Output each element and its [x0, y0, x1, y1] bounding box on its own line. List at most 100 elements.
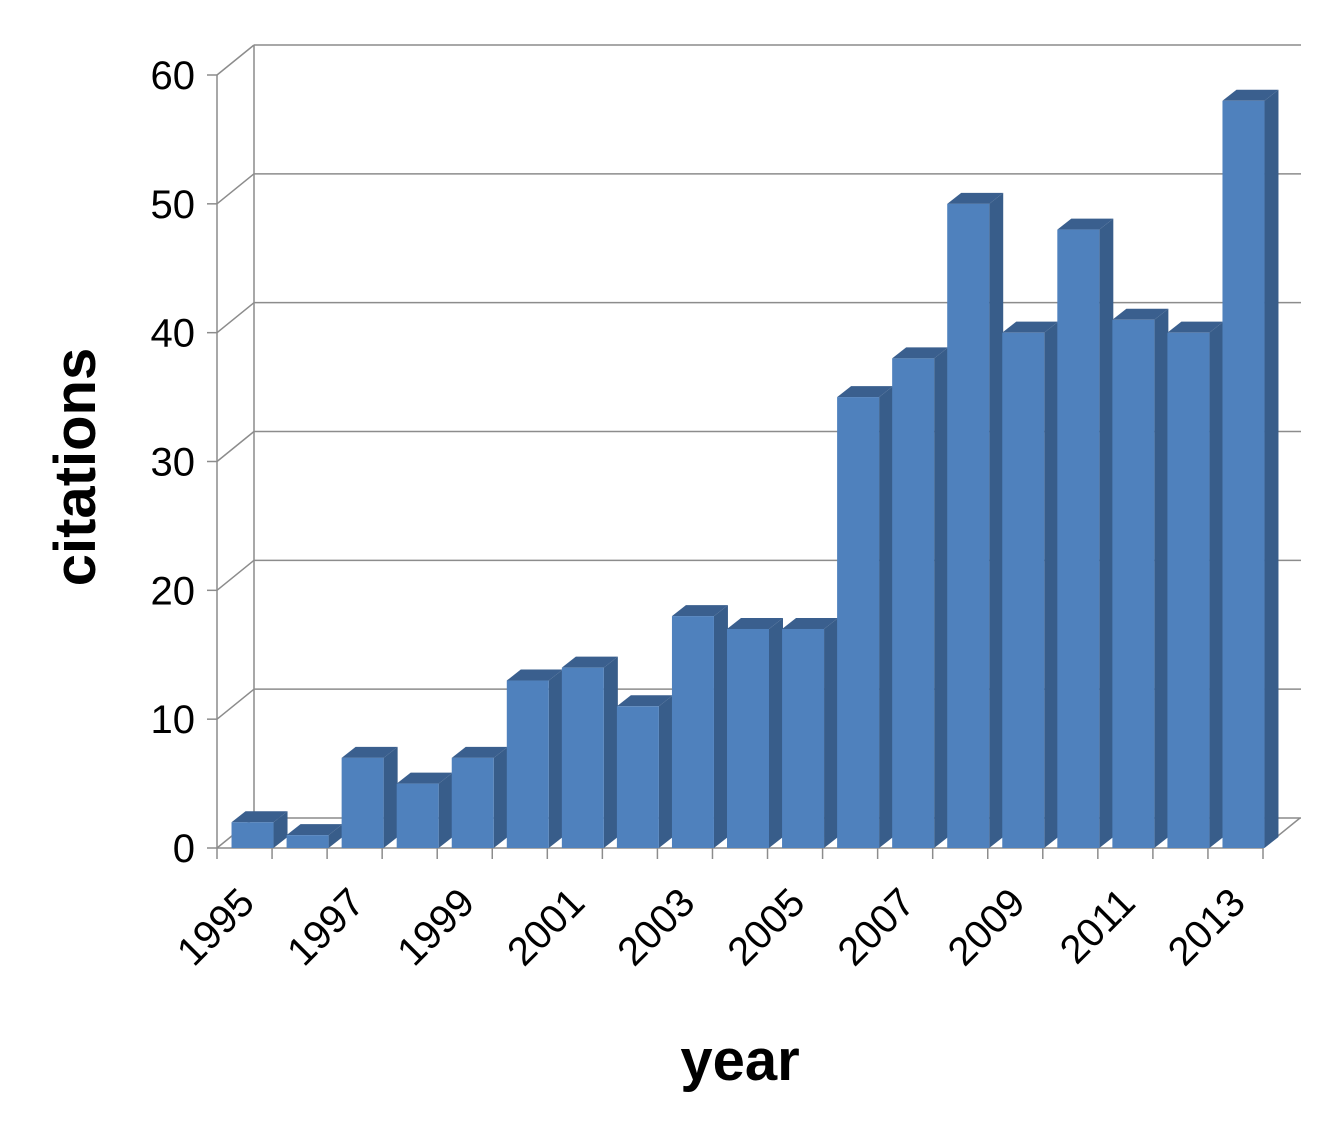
gridline-side: [216, 430, 255, 463]
bar-top: [506, 669, 563, 681]
bar-front: [1057, 229, 1100, 849]
bar-side: [603, 656, 618, 848]
bar-front: [231, 822, 274, 848]
x-tick-label: 2013: [1160, 880, 1254, 974]
x-tick-label: 1997: [279, 880, 373, 974]
bar-1996: [286, 824, 343, 848]
bar-top: [727, 617, 783, 629]
y-tick-label: 60: [151, 54, 196, 98]
x-tick-label: 2001: [499, 880, 593, 974]
y-tick-label: 0: [173, 827, 195, 871]
x-tick-label: 2003: [609, 880, 703, 974]
bar-side: [934, 347, 949, 848]
y-tick-label: 20: [151, 569, 196, 613]
bar-side: [548, 669, 563, 848]
bar-side: [328, 824, 343, 848]
bar-side: [1154, 308, 1169, 848]
bar-side: [713, 605, 728, 848]
bar-side: [1044, 321, 1059, 849]
bar-2001: [561, 656, 618, 848]
bar-1997: [341, 746, 398, 848]
bar-front: [341, 757, 384, 848]
x-tick-label: 2007: [829, 880, 923, 974]
gridline-side: [216, 302, 255, 334]
bar-top: [947, 192, 1004, 204]
bar-2009: [1002, 321, 1059, 849]
y-tick-label: 10: [151, 698, 196, 742]
bar-2008: [947, 192, 1004, 849]
bar-2012: [1167, 321, 1224, 849]
bar-top: [451, 746, 508, 758]
bar-top: [341, 746, 398, 758]
bar-front: [837, 397, 880, 848]
y-tick-label: 50: [151, 183, 196, 227]
grid-lines: [216, 44, 1301, 849]
bar-front: [947, 203, 990, 849]
bar-side: [383, 746, 398, 848]
bar-2010: [1057, 218, 1114, 849]
x-tick-label: 1995: [169, 880, 263, 974]
bar-front: [892, 358, 935, 848]
bar-top: [782, 617, 839, 629]
bar-2007: [892, 347, 949, 848]
bar-side: [1099, 218, 1114, 849]
bar-top: [396, 772, 453, 784]
bar-front: [1112, 319, 1155, 848]
bar-front: [561, 667, 604, 848]
bar-side: [493, 746, 508, 848]
y-tick-labels: 0 10 20 30 40 50 60: [151, 54, 196, 871]
bar-side: [824, 617, 839, 848]
x-tick-label: 2011: [1052, 880, 1144, 972]
bar-1995: [231, 811, 288, 848]
gridline-side: [216, 688, 255, 720]
bar-top: [561, 656, 618, 668]
bar-2000: [506, 669, 563, 848]
bar-2011: [1112, 308, 1169, 848]
bars: [231, 89, 1279, 849]
bar-front: [1002, 332, 1045, 849]
bar-top: [616, 695, 673, 707]
bar-2006: [837, 386, 894, 848]
gridline-side: [216, 559, 255, 591]
bar-front: [396, 783, 439, 848]
bar-top: [286, 824, 343, 836]
bar-2005: [782, 617, 839, 848]
bar-top: [1167, 321, 1224, 333]
bar-1998: [396, 772, 453, 848]
bar-top: [892, 347, 949, 359]
bar-top: [1002, 321, 1059, 333]
bar-1999: [451, 746, 508, 848]
x-tick-label: 2005: [719, 880, 813, 974]
bar-2002: [616, 695, 673, 848]
x-axis-title: year: [680, 1028, 799, 1093]
bar-top: [1057, 218, 1114, 230]
gridline-side: [216, 173, 255, 205]
bar-front: [727, 628, 769, 848]
bar-2013: [1222, 89, 1279, 849]
bar-side: [989, 192, 1004, 849]
bar-front: [616, 706, 659, 848]
bar-top: [231, 811, 288, 823]
bar-top: [837, 386, 894, 398]
bar-top: [671, 605, 728, 617]
x-tick-label: 2009: [940, 880, 1034, 974]
x-tick-labels: 1995 1997 1999 2001 2003 2005 2007 2009 2011 2013: [169, 880, 1254, 974]
x-tick-label: 1999: [389, 880, 483, 974]
bar-side: [1209, 321, 1224, 849]
bar-front: [506, 680, 549, 848]
bar-side: [438, 772, 453, 848]
gridline-side: [216, 44, 255, 76]
bar-top: [1222, 89, 1279, 101]
bar-front: [1222, 100, 1265, 849]
bar-front: [1167, 332, 1210, 849]
y-tick-label: 40: [151, 312, 196, 356]
y-tick-label: 30: [151, 441, 196, 485]
bar-front: [286, 835, 329, 848]
bar-2003: [671, 605, 728, 848]
bar-front: [451, 757, 494, 848]
bar-side: [658, 695, 673, 848]
bar-side: [879, 386, 894, 848]
bar-2004: [727, 617, 783, 848]
y-axis-title: citations: [43, 348, 108, 587]
